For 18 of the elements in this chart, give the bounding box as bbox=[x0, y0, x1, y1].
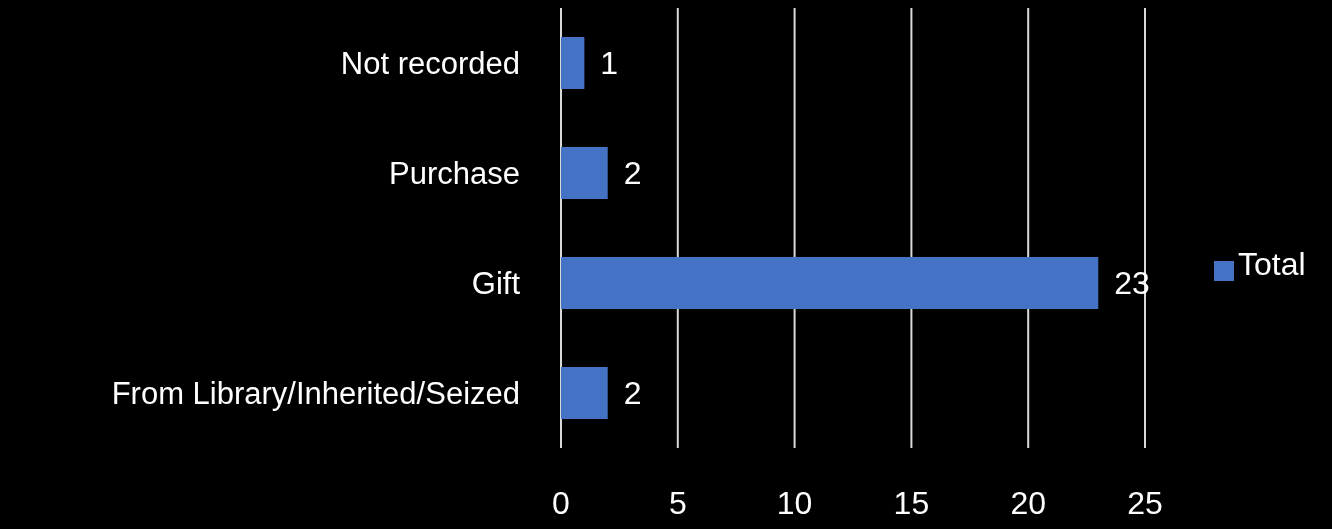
x-tick-label: 20 bbox=[1010, 484, 1046, 521]
legend-label: Total bbox=[1238, 246, 1306, 282]
data-label: 2 bbox=[623, 155, 642, 192]
x-tick-label: 15 bbox=[893, 484, 930, 521]
y-tick-label: Gift bbox=[471, 266, 521, 302]
bar bbox=[561, 37, 585, 89]
bar bbox=[561, 147, 608, 199]
bar bbox=[561, 257, 1099, 309]
bar bbox=[561, 367, 608, 419]
x-tick-label: 25 bbox=[1127, 484, 1163, 521]
y-tick-label: From Library/Inherited/Seized bbox=[111, 376, 520, 412]
y-tick-label: Purchase bbox=[389, 156, 520, 192]
x-tick-label: 5 bbox=[668, 484, 687, 521]
data-label: 2 bbox=[623, 375, 642, 412]
x-tick-label: 10 bbox=[776, 484, 813, 521]
y-tick-label: Not recorded bbox=[340, 46, 520, 81]
x-tick-label: 0 bbox=[552, 484, 570, 521]
data-label: 1 bbox=[600, 45, 619, 82]
